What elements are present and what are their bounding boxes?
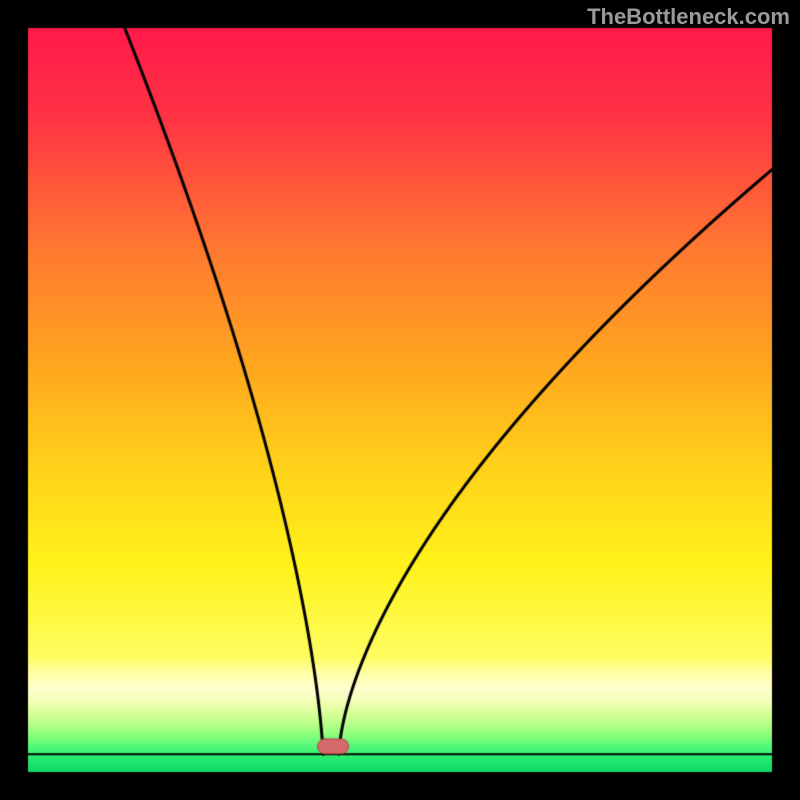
watermark-text: TheBottleneck.com (587, 4, 790, 30)
bottleneck-chart (0, 0, 800, 800)
